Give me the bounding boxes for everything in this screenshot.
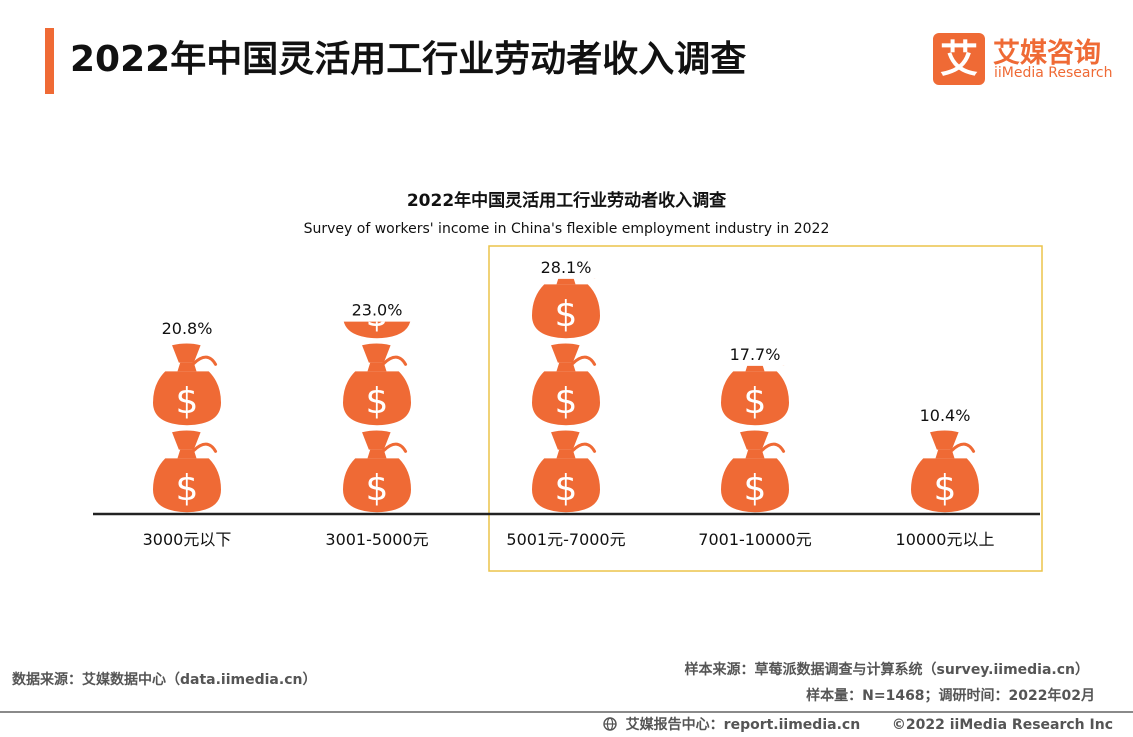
data-source: 数据来源：艾媒数据中心（data.iimedia.cn）	[12, 672, 317, 688]
data-label: 17.7%	[730, 345, 781, 364]
copyright: ©2022 iiMedia Research Inc	[891, 717, 1113, 733]
svg-text:$: $	[934, 468, 957, 509]
footer-bottom: 艾媒报告中心：report.iimedia.cn ©2022 iiMedia R…	[603, 714, 1113, 734]
svg-text:$: $	[744, 381, 767, 422]
income-chart: $$$$$$$$$$$ 20.8%3000元以下23.0%3001-5000元2…	[93, 245, 1043, 572]
category-label: 3001-5000元	[325, 530, 428, 549]
category-label: 10000元以上	[896, 530, 995, 549]
category-label: 7001-10000元	[698, 530, 811, 549]
chart-subtitle: Survey of workers' income in China's fle…	[303, 221, 830, 237]
money-bag-icon: $	[153, 343, 221, 426]
category-label: 3000元以下	[143, 530, 232, 549]
money-bag-icon: $	[343, 343, 411, 426]
data-label: 28.1%	[541, 258, 592, 277]
money-bag-icon: $	[911, 430, 979, 513]
money-bag-icon: $	[532, 430, 600, 513]
report-center: 艾媒报告中心：report.iimedia.cn	[625, 717, 861, 733]
data-label: 20.8%	[162, 319, 213, 338]
svg-text:$: $	[366, 381, 389, 422]
logo-chinese-name: 艾媒咨询	[993, 38, 1101, 69]
money-bag-icon: $	[343, 294, 411, 339]
page-title: 2022年中国灵活用工行业劳动者收入调查	[70, 39, 747, 80]
bar: $ $ $	[532, 278, 600, 513]
svg-text:$: $	[176, 468, 199, 509]
highlight-frame	[488, 245, 1043, 572]
svg-text:$: $	[366, 294, 389, 335]
category-label: 5001元-7000元	[506, 530, 625, 549]
svg-text:$: $	[555, 294, 578, 335]
data-label: 23.0%	[352, 301, 403, 320]
money-bag-icon: $	[721, 365, 789, 426]
money-bag-icon: $	[532, 343, 600, 426]
iimedia-logo: 艾 艾媒咨询 iiMedia Research	[933, 33, 1123, 85]
bar: $	[911, 430, 979, 513]
chart-title: 2022年中国灵活用工行业劳动者收入调查	[406, 191, 727, 211]
data-label: 10.4%	[920, 406, 971, 425]
bar: $$	[153, 343, 221, 513]
svg-text:$: $	[176, 381, 199, 422]
footer-divider	[0, 711, 1133, 713]
money-bag-icon: $	[532, 278, 600, 339]
bar: $$	[721, 365, 789, 513]
bar: $ $ $	[343, 294, 411, 513]
title-accent-bar	[45, 28, 54, 94]
money-bag-icon: $	[153, 430, 221, 513]
sample-size: 样本量：N=1468；调研时间：2022年02月	[806, 688, 1095, 704]
svg-text:$: $	[555, 468, 578, 509]
money-bag-icon: $	[721, 430, 789, 513]
sample-source: 样本来源：草莓派数据调查与计算系统（survey.iimedia.cn）	[684, 662, 1089, 678]
svg-text:$: $	[366, 468, 389, 509]
globe-icon	[603, 717, 617, 731]
logo-english-name: iiMedia Research	[994, 65, 1113, 81]
svg-text:$: $	[744, 468, 767, 509]
logo-mark: 艾	[933, 33, 985, 85]
svg-text:$: $	[555, 381, 578, 422]
money-bag-icon: $	[343, 430, 411, 513]
